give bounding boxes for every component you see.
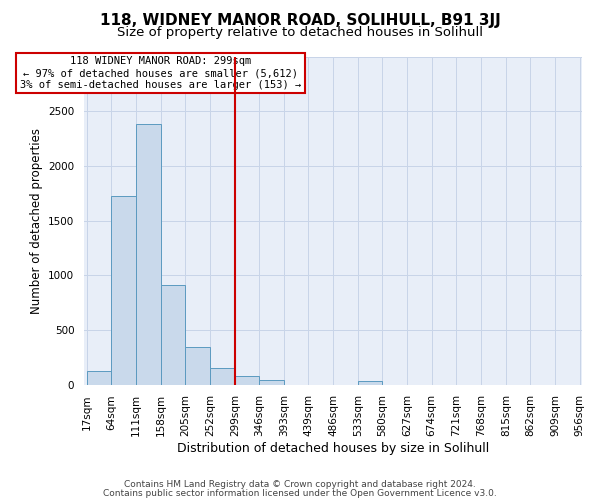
Bar [185,348,210,385]
Bar [161,285,185,384]
Text: 118 WIDNEY MANOR ROAD: 299sqm
← 97% of detached houses are smaller (5,612)
3% of: 118 WIDNEY MANOR ROAD: 299sqm ← 97% of d… [20,56,301,90]
Bar [136,124,161,384]
Text: Contains public sector information licensed under the Open Government Licence v3: Contains public sector information licen… [103,489,497,498]
Bar [112,196,136,384]
Text: Contains HM Land Registry data © Crown copyright and database right 2024.: Contains HM Land Registry data © Crown c… [124,480,476,489]
Bar [235,376,259,384]
Y-axis label: Number of detached properties: Number of detached properties [29,128,43,314]
Bar [210,368,235,384]
X-axis label: Distribution of detached houses by size in Solihull: Distribution of detached houses by size … [177,442,490,455]
Text: Size of property relative to detached houses in Solihull: Size of property relative to detached ho… [117,26,483,39]
Text: 118, WIDNEY MANOR ROAD, SOLIHULL, B91 3JJ: 118, WIDNEY MANOR ROAD, SOLIHULL, B91 3J… [100,12,500,28]
Bar [358,382,382,384]
Bar [87,372,112,384]
Bar [259,380,284,384]
